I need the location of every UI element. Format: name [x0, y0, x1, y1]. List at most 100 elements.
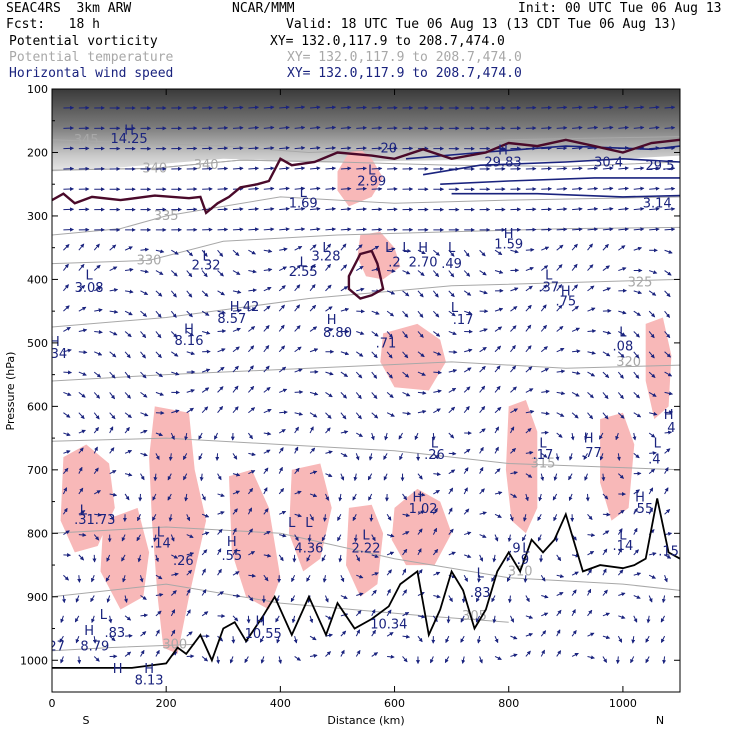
wind-arrow: [167, 493, 172, 501]
wind-arrow: [248, 551, 256, 556]
wind-arrow: [325, 146, 337, 151]
wind-arrow: [587, 550, 595, 556]
wind-arrow: [402, 656, 408, 663]
wind-arrow: [310, 125, 321, 130]
wind-arrow: [648, 310, 656, 318]
wind-arrow: [556, 227, 568, 232]
wind-speed-label: .17: [533, 448, 554, 463]
theta-contour-label: 320: [616, 355, 641, 370]
wind-arrow: [370, 432, 375, 441]
wind-arrow: [217, 105, 229, 110]
wind-arrow: [294, 325, 301, 332]
wind-arrow: [340, 452, 348, 457]
wind-arrow: [340, 105, 352, 110]
wind-arrow: [386, 551, 395, 556]
wind-arrow: [75, 595, 80, 603]
wind-arrow: [525, 388, 534, 393]
wind-arrow: [417, 310, 424, 318]
wind-arrow: [602, 351, 611, 357]
wind-arrow: [294, 346, 302, 353]
wind-speed-label: 10.34: [370, 618, 407, 633]
wind-arrow: [325, 284, 332, 292]
wind-arrow: [217, 290, 225, 296]
wind-arrow: [310, 206, 321, 211]
wind-arrow: [356, 574, 364, 579]
theta-contour-label: 335: [154, 209, 179, 224]
wind-speed-label: 8.80: [323, 326, 352, 341]
y-tick-label: 700: [27, 464, 48, 477]
wind-arrow: [137, 554, 142, 563]
wind-arrow: [570, 432, 575, 441]
wind-arrow: [540, 630, 547, 637]
wind-arrow: [599, 453, 604, 461]
wind-speed-label: 10.55: [245, 627, 282, 642]
theta-contour: [52, 361, 680, 382]
wind-arrow: [248, 166, 260, 171]
wind-arrow: [201, 589, 207, 596]
wind-arrow: [618, 186, 629, 191]
wind-arrow: [155, 574, 163, 580]
wind-arrow: [571, 589, 577, 596]
wind-arrow: [232, 593, 241, 598]
wind-arrow: [74, 615, 80, 623]
wind-arrow: [371, 629, 376, 637]
wind-arrow: [170, 331, 178, 338]
wind-arrow: [663, 575, 668, 583]
wind-arrow: [184, 432, 189, 441]
wind-jet-line: [422, 157, 680, 176]
wind-arrow: [541, 105, 552, 110]
wind-arrow: [352, 493, 357, 501]
wind-arrow: [618, 331, 626, 337]
wind-arrow: [263, 286, 272, 292]
y-tick-label: 100: [27, 83, 48, 96]
wind-arrow: [568, 493, 573, 502]
wind-arrow: [571, 412, 579, 419]
wind-arrow: [355, 649, 361, 657]
wind-arrow: [186, 631, 193, 637]
wind-arrow: [618, 473, 624, 479]
wind-arrow: [602, 612, 611, 617]
wind-arrow: [263, 408, 272, 414]
wind-arrow: [417, 371, 426, 376]
wind-arrow: [463, 249, 470, 258]
wind-arrow: [648, 432, 656, 438]
wind-arrow: [463, 367, 472, 373]
wind-arrow: [399, 453, 403, 461]
wind-arrow: [109, 266, 118, 271]
wind-arrow: [432, 507, 438, 515]
wind-arrow: [602, 186, 614, 191]
wind-arrow: [78, 306, 87, 312]
wind-arrow: [248, 407, 256, 414]
wind-arrow: [402, 270, 411, 275]
wind-arrow: [402, 248, 412, 253]
cloud-region: [505, 400, 538, 534]
wind-speed-label: 2.22: [352, 541, 381, 556]
wind-arrow: [61, 595, 66, 604]
wind-arrow: [78, 447, 84, 454]
wind-arrow: [140, 351, 146, 359]
wind-arrow: [109, 309, 119, 314]
wind-arrow: [325, 427, 331, 434]
wind-arrow: [402, 589, 408, 596]
wind-arrow: [125, 267, 134, 272]
wind-arrow: [324, 595, 329, 603]
wind-arrow: [540, 284, 548, 292]
wind-arrow: [525, 266, 534, 271]
wind-arrow: [633, 227, 645, 232]
wind-arrow: [109, 244, 117, 251]
wind-arrow: [556, 304, 563, 312]
wind-arrow: [201, 387, 210, 393]
wind-arrow: [541, 125, 552, 130]
wind-arrow: [572, 207, 583, 212]
wind-arrow: [368, 493, 373, 501]
wind-arrow: [510, 635, 518, 640]
wind-arrow: [247, 487, 254, 495]
wind-arrow: [356, 432, 363, 437]
wind-arrow: [664, 270, 672, 276]
wind-arrow: [431, 432, 436, 441]
y-tick-label: 300: [27, 210, 48, 223]
wind-speed-label: .77: [581, 446, 602, 461]
wind-speed-label: .2: [388, 256, 400, 271]
wind-arrow: [356, 265, 364, 271]
x-axis-label: Distance (km): [327, 714, 404, 727]
